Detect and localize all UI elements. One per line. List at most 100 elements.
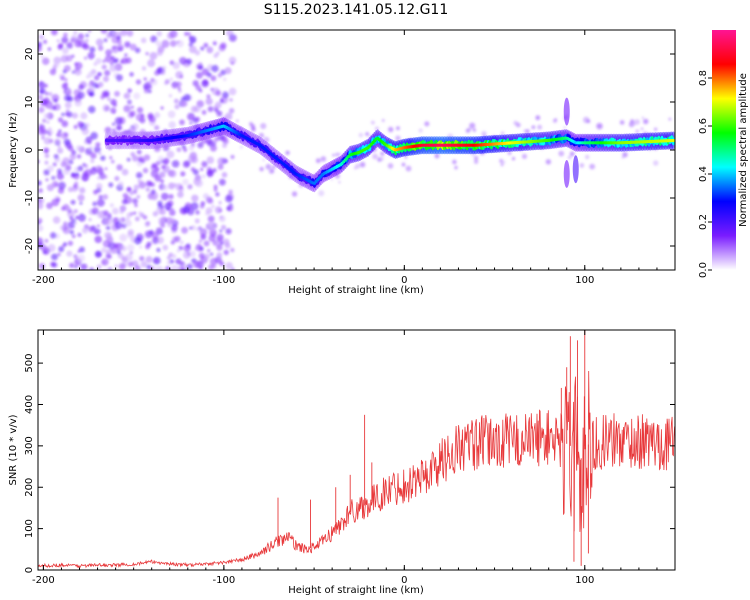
spectrogram-noise-blob: [116, 35, 122, 41]
spectrogram-noise-blob: [105, 49, 112, 56]
spectrogram-noise-blob: [106, 267, 111, 270]
spectrogram-noise-blob: [236, 119, 239, 123]
spectrogram-streak: [563, 97, 570, 126]
colorbar-tick-label: 0.2: [698, 214, 709, 230]
spectrogram-noise-blob: [73, 30, 78, 35]
spectrogram-noise-blob: [69, 153, 77, 161]
colorbar: 0.0 0.2 0.4 0.6 0.8 Normalized spectral ampl…: [698, 30, 749, 278]
spectrogram-noise-blob: [170, 207, 174, 212]
spectrogram-noise-blob: [166, 255, 171, 260]
snr-x-tick-label: 100: [575, 575, 594, 586]
spectrogram-noise-blob: [641, 116, 645, 120]
spectrogram-noise-blob: [109, 107, 117, 114]
spectrogram-noise-blob: [208, 234, 216, 242]
spectrogram-noise-blob: [155, 160, 161, 166]
spectrogram-noise-blob: [96, 224, 100, 228]
spectrogram-noise-blob: [171, 160, 180, 168]
spectrogram-noise-blob: [218, 208, 223, 213]
colorbar-tick-label: 0.4: [698, 166, 709, 182]
spectrogram-noise-blob: [116, 124, 123, 131]
spectrogram-noise-blob: [110, 55, 115, 61]
spectrogram-noise-blob: [130, 105, 134, 109]
spectrogram-noise-blob: [101, 64, 107, 70]
spectrogram-noise-blob: [210, 75, 217, 82]
spectrogram-noise-blob: [137, 155, 145, 163]
spectrogram-noise-blob: [77, 232, 82, 237]
spectrogram-noise-blob: [75, 172, 79, 176]
spectrogram-noise-blob: [210, 144, 217, 152]
spectrogram-noise-blob: [332, 153, 335, 157]
spectrogram-noise-blob: [95, 38, 104, 47]
spectrogram-noise-blob: [434, 153, 440, 159]
spectrogram-noise-blob: [205, 97, 213, 106]
spectrogram-noise-blob: [142, 215, 148, 220]
spectrogram-y-tick-label: 0: [24, 147, 35, 153]
spectrogram-noise-blob: [404, 155, 408, 159]
spectrogram-noise-blob: [201, 160, 208, 168]
spectrogram-y-tick-label: 20: [24, 48, 35, 61]
spectrogram-noise-blob: [176, 147, 182, 153]
spectrogram-noise-blob: [106, 32, 112, 39]
spectrogram-noise-blob: [158, 217, 165, 224]
spectrogram-noise-blob: [473, 159, 479, 165]
snr-frame: [37, 329, 676, 571]
spectrogram-noise-blob: [77, 121, 84, 128]
spectrogram-noise-blob: [112, 122, 116, 126]
spectrogram-noise-blob: [90, 152, 97, 159]
spectrogram-noise-blob: [118, 181, 124, 187]
spectrogram-noise-blob: [114, 90, 121, 97]
spectrogram-noise-blob: [563, 126, 566, 129]
spectrogram-noise-blob: [206, 248, 211, 253]
spectrogram-noise-blob: [225, 31, 230, 36]
spectrogram-noise-blob: [179, 185, 183, 190]
spectrogram-noise-blob: [112, 207, 119, 215]
spectrogram-noise-blob: [104, 231, 112, 240]
spectrogram-noise-blob: [74, 40, 82, 48]
spectrogram-noise-blob: [401, 162, 406, 167]
spectrogram-noise-blob: [129, 251, 134, 255]
spectrogram-noise-blob: [57, 147, 64, 154]
spectrogram-noise-blob: [315, 158, 321, 164]
spectrogram-noise-blob: [56, 197, 61, 203]
spectrogram-noise-blob: [159, 171, 166, 178]
spectrogram-noise-blob: [395, 126, 400, 131]
spectrogram-noise-blob: [131, 155, 139, 162]
spectrogram-x-tick-label: -200: [32, 275, 55, 286]
spectrogram-noise-blob: [38, 262, 46, 270]
spectrogram-noise-blob: [40, 54, 44, 58]
spectrogram-noise-blob: [207, 222, 213, 228]
spectrogram-noise-blob: [42, 118, 47, 123]
spectrogram-noise-blob: [150, 77, 155, 83]
spectrogram-noise-blob: [73, 221, 78, 225]
spectrogram-noise-blob: [84, 169, 93, 177]
spectrogram-noise-blob: [53, 98, 58, 103]
spectrogram-noise-blob: [94, 235, 102, 244]
spectrogram-ridge: [104, 97, 675, 193]
spectrogram-noise-blob: [38, 188, 43, 194]
snr-y-tick-label: 200: [24, 478, 35, 497]
spectrogram-noise-blob: [218, 201, 222, 205]
spectrogram-noise-blob: [634, 119, 640, 125]
colorbar-label: Normalized spectral amplitude: [738, 73, 749, 227]
spectrogram-noise-blob: [63, 221, 68, 226]
spectrogram-noise-blob: [154, 174, 162, 182]
spectrogram-noise-blob: [174, 235, 181, 243]
spectrogram-noise-blob: [126, 186, 131, 191]
spectrogram-noise-blob: [138, 211, 142, 215]
spectrogram-noise-blob: [154, 70, 160, 76]
spectrogram-noise-blob: [114, 117, 123, 125]
spectrogram-noise-blob: [96, 198, 105, 207]
spectrogram-noise-blob: [103, 38, 108, 43]
spectrogram-noise-blob: [387, 163, 394, 169]
spectrogram-noise-blob: [104, 167, 108, 171]
spectrogram-noise-blob: [162, 65, 167, 70]
spectrogram-noise-blob: [129, 191, 134, 196]
snr-panel: -200 -100 0 100 0 100 200 300 400 500 Height of …: [8, 329, 676, 596]
snr-y-tick-label: 300: [24, 436, 35, 455]
spectrogram-noise-blob: [230, 154, 235, 160]
spectrogram-noise-blob: [195, 179, 203, 188]
spectrogram-noise-blob: [205, 207, 213, 215]
spectrogram-noise-blob: [380, 151, 385, 156]
spectrogram-noise-blob: [97, 72, 101, 76]
spectrogram-noise-blob: [85, 38, 89, 43]
